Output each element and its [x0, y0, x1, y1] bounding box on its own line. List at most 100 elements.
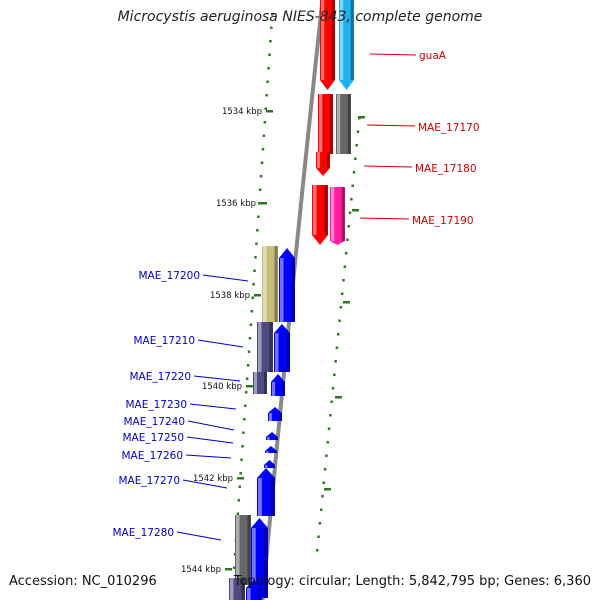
minor-tick [335, 346, 339, 349]
reverse-gene-label: MAE_17280 [112, 527, 174, 539]
gene-arrow-shadow [269, 322, 273, 372]
tick-label: 1544 kbp [181, 565, 221, 575]
gene-arrow-highlight [266, 451, 269, 453]
minor-tick [356, 130, 360, 133]
gene-arrow-highlight [331, 187, 335, 241]
minor-tick [333, 373, 336, 376]
minor-tick [250, 310, 254, 313]
gene-arrow-highlight [321, 0, 325, 80]
major-tick [254, 294, 261, 297]
gene-arrow [253, 372, 267, 394]
reverse-gene-label: MAE_17260 [121, 450, 183, 462]
gene-arrow-shadow [281, 382, 285, 396]
gene-arrow-shadow [272, 465, 275, 468]
reverse-gene-leader [202, 274, 249, 282]
gene-arrow-shadow [278, 413, 282, 421]
gene-arrow [274, 324, 290, 372]
gene-arrow [266, 432, 278, 440]
minor-tick [346, 238, 349, 241]
minor-tick [268, 53, 271, 56]
gene-arrow-shadow [350, 0, 354, 80]
gene-arrow-highlight [340, 0, 344, 80]
forward-gene-leader [366, 124, 416, 127]
gene-arrow [271, 374, 285, 396]
major-tick [352, 209, 359, 212]
gene-arrow-shadow [241, 578, 245, 600]
forward-gene-leader [359, 217, 410, 220]
gene-arrow-highlight [236, 515, 240, 585]
gene-arrow-shadow [286, 333, 290, 372]
minor-tick [242, 431, 245, 434]
minor-tick [269, 40, 272, 43]
forward-gene-leader [363, 165, 413, 168]
minor-tick [344, 252, 348, 255]
minor-tick [261, 148, 265, 151]
major-tick [266, 110, 273, 113]
minor-tick [267, 67, 270, 70]
major-tick [343, 301, 350, 304]
genome-summary: Topology: circular; Length: 5,842,795 bp… [233, 574, 591, 589]
minor-tick [252, 283, 255, 286]
gene-arrow-shadow [263, 372, 267, 394]
tick-label: 1542 kbp [193, 474, 233, 484]
reverse-gene-leader [187, 420, 235, 431]
minor-tick [271, 13, 274, 16]
minor-tick [243, 418, 246, 421]
minor-tick [260, 161, 264, 164]
minor-tick [350, 198, 353, 201]
reverse-gene-label: MAE_17210 [133, 335, 195, 347]
minor-tick [339, 306, 343, 309]
gene-arrow [262, 246, 278, 322]
gene-arrow [235, 515, 251, 585]
accession-text: Accession: NC_010296 [9, 574, 157, 589]
minor-tick [232, 566, 236, 569]
gene-arrow-highlight [317, 152, 321, 168]
minor-tick [336, 333, 340, 336]
gene-arrow-shadow [341, 187, 345, 241]
major-tick [260, 202, 267, 205]
gene-arrow-highlight [275, 333, 279, 372]
gene-arrow [279, 248, 295, 322]
gene-arrow [312, 185, 328, 245]
gene-arrow [268, 407, 282, 421]
gene-arrow-highlight [252, 528, 256, 598]
minor-tick [327, 427, 331, 430]
minor-tick [342, 279, 345, 282]
minor-tick [321, 495, 324, 498]
minor-tick [254, 256, 257, 259]
gene-arrow-shadow [331, 0, 335, 80]
gene-arrow [264, 460, 275, 468]
major-tick [225, 568, 232, 571]
tick-label: 1538 kbp [210, 291, 250, 301]
gene-arrow-shadow [326, 152, 330, 168]
reverse-gene-leader [182, 479, 228, 489]
reverse-gene-label: MAE_17270 [118, 475, 180, 487]
minor-tick [319, 508, 323, 511]
reverse-gene-leader [189, 403, 237, 410]
map-title: Microcystis aeruginosa NIES-843, complet… [117, 9, 483, 25]
gene-arrow-shadow [329, 94, 333, 154]
reverse-gene-leader [197, 339, 244, 348]
minor-tick [326, 441, 329, 444]
gene-arrow [257, 322, 273, 372]
minor-tick [331, 387, 335, 390]
reverse-gene-label: MAE_17230 [125, 399, 187, 411]
gene-arrow [251, 518, 268, 598]
minor-tick [258, 188, 262, 191]
gene-labels: guaA MAE_17170 MAE_17180 MAE_17190 MAE_17200… [112, 50, 479, 539]
minor-tick [270, 26, 273, 29]
major-tick [324, 488, 331, 491]
label-leaders [176, 53, 417, 541]
reverse-gene-label: MAE_17200 [138, 270, 200, 282]
gene-arrow-shadow [275, 437, 278, 440]
gene-arrow [265, 446, 277, 453]
reverse-gene-leader [186, 436, 234, 444]
minor-tick [315, 549, 319, 552]
forward-gene-leader [369, 53, 417, 56]
forward-gene-label: MAE_17170 [418, 122, 480, 134]
gene-arrow-highlight [230, 578, 234, 600]
minor-tick [348, 211, 352, 214]
minor-tick [246, 364, 250, 367]
forward-gene-label: MAE_17180 [415, 163, 477, 175]
minor-tick [256, 229, 259, 232]
